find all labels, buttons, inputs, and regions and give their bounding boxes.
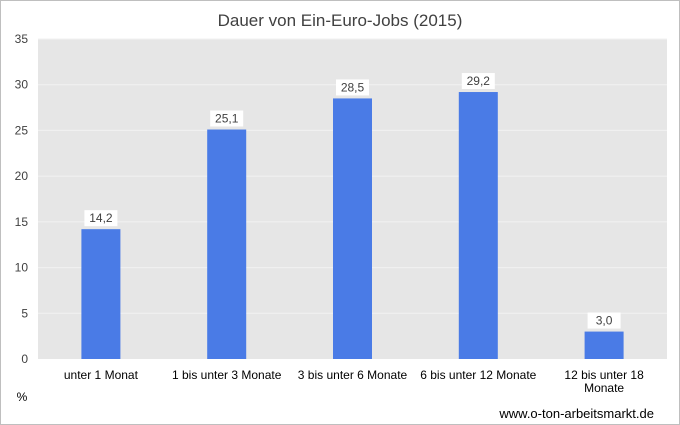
data-label: 3,0 (596, 314, 613, 328)
data-label: 28,5 (341, 80, 365, 94)
y-tick-label: 5 (21, 306, 28, 320)
bars (81, 92, 624, 360)
chart-title: Dauer von Ein-Euro-Jobs (2015) (218, 11, 463, 30)
y-tick-label: 35 (15, 32, 29, 46)
x-category-label: 3 bis unter 6 Monate (298, 368, 408, 382)
y-tick-label: 15 (15, 215, 29, 229)
y-tick-label: 20 (15, 169, 29, 183)
x-category-label-line: 12 bis unter 18 (564, 368, 644, 382)
x-category-label-line: 3 bis unter 6 Monate (298, 368, 408, 382)
x-category-label-line: 6 bis unter 12 Monate (420, 368, 536, 382)
data-label-background (210, 110, 244, 127)
y-axis-unit-label: % (17, 390, 28, 404)
x-category-label: unter 1 Monat (64, 368, 139, 382)
y-tick-label: 25 (15, 123, 29, 137)
data-label-background (587, 312, 621, 329)
x-category-label-line: 1 bis unter 3 Monate (172, 368, 282, 382)
data-label: 14,2 (89, 211, 113, 225)
data-label: 29,2 (467, 74, 491, 88)
data-label-background (84, 210, 118, 227)
y-tick-label: 30 (15, 78, 29, 92)
x-category-label: 6 bis unter 12 Monate (420, 368, 536, 382)
y-tick-label: 10 (15, 261, 29, 275)
y-axis-ticks: 0 5 10 15 20 25 30 35 (15, 32, 29, 366)
data-label-background (461, 73, 495, 90)
x-category-label: 1 bis unter 3 Monate (172, 368, 282, 382)
bar (584, 331, 624, 359)
data-labels: 14,2 25,1 28,5 29,2 3,0 (84, 73, 621, 329)
bar (458, 92, 498, 360)
data-label: 25,1 (215, 112, 239, 126)
source-credit: www.o-ton-arbeitsmarkt.de (498, 406, 654, 421)
x-category-label: 12 bis unter 18 Monate (564, 368, 644, 395)
bar (333, 98, 372, 359)
bar (81, 229, 121, 359)
x-category-label-line: Monate (584, 381, 624, 395)
x-category-label-line: unter 1 Monat (64, 368, 139, 382)
data-label-background (336, 79, 369, 96)
bar (207, 129, 247, 359)
y-tick-label: 0 (21, 352, 28, 366)
x-axis-categories: unter 1 Monat 1 bis unter 3 Monate 3 bis u… (64, 368, 644, 395)
